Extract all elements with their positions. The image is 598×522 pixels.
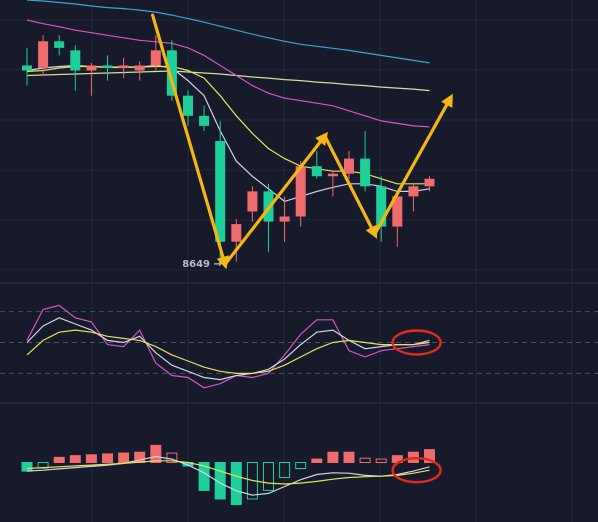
candle-bullish <box>295 161 306 227</box>
moving-average-line <box>26 19 430 128</box>
candle-body <box>38 41 49 68</box>
candle-body <box>344 158 354 174</box>
histogram-bar <box>230 462 242 506</box>
candle-bearish <box>215 120 226 262</box>
histogram-bar <box>327 451 339 464</box>
candle-body <box>183 95 193 116</box>
highlight-circle <box>391 457 442 484</box>
candle-bearish <box>54 35 65 56</box>
candle-bearish <box>183 90 193 126</box>
trend-arrow <box>150 13 230 270</box>
candle-body <box>118 65 129 68</box>
candle-body <box>279 216 290 222</box>
candle-body <box>199 115 210 126</box>
histogram-bar <box>150 444 162 464</box>
trend-arrow <box>373 93 453 236</box>
candle-bullish <box>134 61 145 81</box>
histogram-bar <box>214 462 226 500</box>
candle-body <box>22 65 32 71</box>
candle-body <box>150 50 161 66</box>
candle-body <box>215 141 226 242</box>
candle-bullish <box>392 196 403 247</box>
candle-body <box>392 196 403 227</box>
candle-bearish <box>376 176 387 242</box>
oscillator-line <box>26 304 430 389</box>
histogram-bar <box>311 458 323 464</box>
candle-bullish <box>38 35 49 76</box>
candle-bullish <box>279 196 290 242</box>
candle-body <box>311 166 322 177</box>
candle-bullish <box>408 183 419 212</box>
candle-body <box>86 65 97 71</box>
candle-body <box>408 186 419 197</box>
candle-bullish <box>424 176 435 192</box>
candle-body <box>424 178 435 187</box>
highlight-circle <box>391 329 442 356</box>
histogram-signal-line <box>26 460 430 485</box>
candle-bullish <box>118 57 129 79</box>
candle-body <box>166 50 177 96</box>
candle-bearish <box>311 151 322 179</box>
histogram-bar <box>424 449 435 463</box>
candle-bearish <box>70 45 81 91</box>
candle-body <box>247 191 258 212</box>
moving-average-line <box>26 0 430 64</box>
histogram-bar <box>279 462 291 479</box>
candle-bearish <box>102 55 113 81</box>
trend-arrow <box>323 134 378 239</box>
candle-body <box>134 65 145 71</box>
oscillator-line <box>26 317 430 381</box>
histogram-bar <box>102 453 113 463</box>
candle-body <box>376 186 387 227</box>
candle-body <box>231 224 242 242</box>
histogram-bar <box>21 462 33 472</box>
candle-body <box>360 158 371 187</box>
candle-bearish <box>360 130 371 192</box>
candle-body <box>54 41 65 48</box>
candle-bearish <box>166 40 177 101</box>
histogram-bar <box>85 454 97 463</box>
candle-body <box>327 173 338 177</box>
candle-bearish <box>22 47 32 86</box>
candle-body <box>102 65 113 68</box>
histogram-bar <box>69 455 81 463</box>
histogram-bar <box>295 462 307 470</box>
histogram-bar <box>263 462 274 491</box>
low-price-label: 8649 → <box>182 259 222 270</box>
oscillator-line <box>26 329 430 374</box>
candles <box>22 35 435 262</box>
histogram-bar <box>359 457 371 464</box>
candle-body <box>70 50 81 71</box>
candle-bullish <box>231 219 242 262</box>
trend-arrows <box>150 13 453 270</box>
histogram-bar <box>343 451 355 464</box>
histogram-signal-line <box>26 455 430 496</box>
candle-bullish <box>86 62 97 96</box>
histogram-bar <box>375 458 387 464</box>
candle-bullish <box>327 171 338 197</box>
oscillator-panel <box>0 304 598 389</box>
candle-bullish <box>247 186 258 222</box>
candle-bullish <box>150 35 161 71</box>
histogram-bar <box>53 456 65 464</box>
histogram-panel <box>21 444 435 506</box>
candle-body <box>295 166 306 217</box>
moving-average-line <box>26 70 430 92</box>
candle-bullish <box>344 151 354 179</box>
trend-arrow <box>223 131 328 266</box>
histogram-bar <box>118 452 130 463</box>
candle-bearish <box>199 105 210 131</box>
